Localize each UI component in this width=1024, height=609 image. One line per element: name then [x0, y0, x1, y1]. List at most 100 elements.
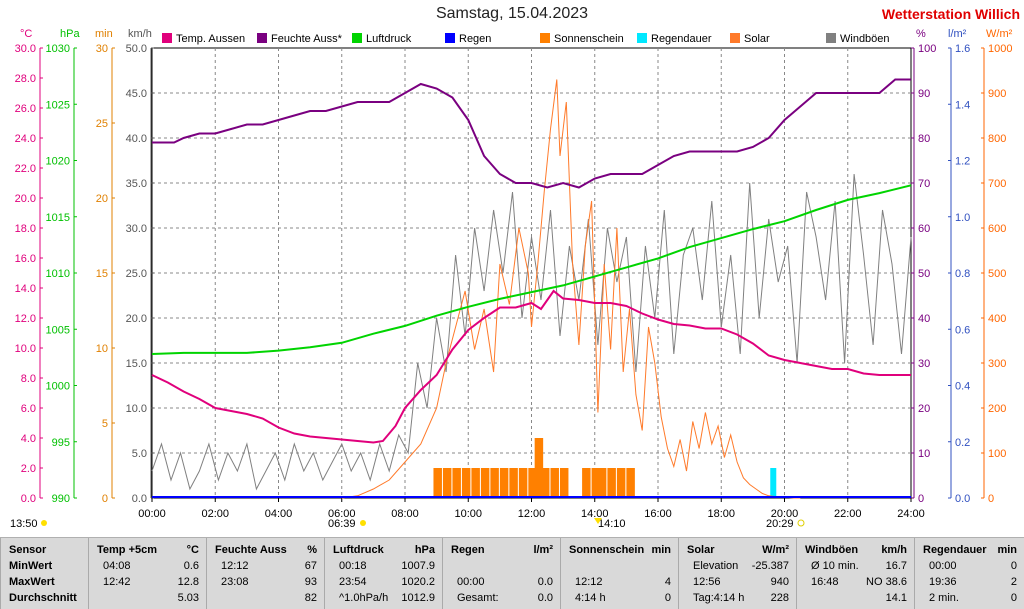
temp-tick-label: 2.0: [21, 463, 36, 475]
cell-time: 23:54: [339, 576, 367, 588]
solar-series-line: [341, 79, 801, 499]
legend-swatch: [162, 33, 172, 43]
sunmin-tick-label: 30: [96, 43, 108, 55]
table-row: 19:36 2: [915, 574, 1024, 590]
table-row: 82: [207, 590, 325, 606]
cell-value: 0: [1010, 592, 1017, 604]
table-header-cell: Solar W/m²: [679, 542, 797, 558]
wind-tick-label: 20.0: [126, 313, 147, 325]
rain-tick-label: 0.2: [955, 437, 970, 449]
header-unit: l/m²: [533, 544, 553, 556]
solar-tick-label: 200: [988, 403, 1006, 415]
table-column: Sonnenschein min 12:12 4 4:14 h 0: [560, 538, 679, 609]
table-row: 12:56 940: [679, 574, 797, 590]
table-row: 16:48 NO 38.6: [797, 574, 915, 590]
noon-label: 14:10: [598, 518, 626, 530]
cell-value: 0: [664, 592, 671, 604]
temp-tick-label: 26.0: [15, 103, 36, 115]
temp-tick-label: 24.0: [15, 133, 36, 145]
row-label: MaxWert: [9, 576, 55, 588]
rain-tick-label: 1.0: [955, 212, 970, 224]
time-tick-label: 20:00: [771, 508, 799, 520]
pressure-tick-label: 1025: [46, 99, 70, 111]
table-row: 04:08 0.6: [89, 558, 207, 574]
header-name: Luftdruck: [333, 544, 384, 556]
page-title: Samstag, 15.04.2023: [435, 5, 589, 22]
rain-tick-label: 1.2: [955, 156, 970, 168]
sunrise-label: 06:39: [328, 518, 356, 530]
table-row: 5.03: [89, 590, 207, 606]
row-label: Durchschnitt: [9, 592, 77, 604]
temp-axis-unit: °C: [20, 28, 32, 40]
cell-time: 12:56: [693, 576, 721, 588]
sunmin-tick-label: 25: [96, 118, 108, 130]
solar-tick-label: 700: [988, 178, 1006, 190]
temp-tick-label: 18.0: [15, 223, 36, 235]
header-name: Sensor: [9, 544, 47, 556]
cell-value: 0.6: [183, 560, 199, 572]
time-tick-label: 06:00: [328, 508, 356, 520]
header-unit: %: [307, 544, 317, 556]
solar-tick-label: 400: [988, 313, 1006, 325]
table-column: Windböen km/h Ø 10 min. 16.7 16:48 NO 38.6 14.…: [796, 538, 915, 609]
sunshine-bar: [559, 468, 569, 498]
solar-tick-label: 1000: [988, 43, 1012, 55]
temp-tick-label: 10.0: [15, 343, 36, 355]
sunshine-bar: [452, 468, 461, 498]
humid-tick-label: 40: [918, 313, 930, 325]
table-column: Regen l/m² 00:00 0.0 Gesamt: 0.0: [442, 538, 561, 609]
wind-tick-label: 30.0: [126, 223, 147, 235]
legend-label: Temp. Aussen: [176, 33, 245, 45]
legend-swatch: [257, 33, 267, 43]
table-header-cell: Regendauer min: [915, 542, 1024, 558]
header-unit: km/h: [881, 544, 907, 556]
humid-tick-label: 10: [918, 448, 930, 460]
wind-axis-unit: km/h: [128, 28, 152, 40]
cell-value: 1020.2: [401, 576, 435, 588]
table-column: Temp +5cm °C 04:08 0.6 12:42 12.8 5.03: [88, 538, 207, 609]
sunmin-axis-unit: min: [95, 28, 113, 40]
sunshine-bar: [540, 468, 550, 498]
sunshine-bar: [626, 468, 635, 498]
table-header-cell: Regen l/m²: [443, 542, 561, 558]
table-column: Luftdruck hPa 00:18 1007.9 23:54 1020.2 ^1.0hP…: [324, 538, 443, 609]
wind-tick-label: 5.0: [132, 448, 147, 460]
cell-time: 00:18: [339, 560, 367, 572]
temp-tick-label: 16.0: [15, 253, 36, 265]
sunmin-tick-label: 20: [96, 193, 108, 205]
cell-time: 00:00: [457, 576, 485, 588]
legend-label: Regendauer: [651, 33, 712, 45]
cell-value: 1007.9: [401, 560, 435, 572]
wind-tick-label: 25.0: [126, 268, 147, 280]
weather-chart: 0.0 2.0 4.0 6.0 8.0 10.0 12.0 14.0 16.0 18.0 20.0 2…: [10, 28, 1013, 530]
cell-time: 2 min.: [929, 592, 959, 604]
temp-tick-label: 14.0: [15, 283, 36, 295]
temp-tick-label: 22.0: [15, 163, 36, 175]
cell-time: Tag:4:14 h: [693, 592, 745, 604]
table-row: 00:00 0.0: [443, 574, 561, 590]
sunshine-bar: [550, 468, 559, 498]
cell-value: 228: [770, 592, 789, 604]
legend-swatch: [445, 33, 455, 43]
humid-tick-label: 30: [918, 358, 930, 370]
solar-tick-label: 500: [988, 268, 1006, 280]
cell-time: Ø 10 min.: [811, 560, 859, 572]
sunshine-bar: [480, 468, 490, 498]
cell-value: 4: [664, 576, 671, 588]
header-unit: hPa: [414, 544, 435, 556]
table-row: 12:42 12.8: [89, 574, 207, 590]
sunshine-bar: [616, 468, 626, 498]
table-row: 4:14 h 0: [561, 590, 679, 606]
sunshine-bar: [591, 468, 601, 498]
cell-value: -25.387: [751, 560, 789, 572]
table-row: 00:18 1007.9: [325, 558, 443, 574]
legend-swatch: [540, 33, 550, 43]
wind-tick-label: 45.0: [126, 88, 147, 100]
pressure-series-line: [151, 184, 912, 355]
cell-time: ^1.0hPa/h: [339, 592, 389, 604]
statistics-table: Sensor MinWert MaxWert Durchschnitt Temp +5c…: [0, 537, 1024, 609]
cell-value: 2: [1010, 576, 1017, 588]
pressure-tick-label: 1015: [46, 212, 70, 224]
pressure-tick-label: 990: [52, 493, 70, 505]
rain-tick-label: 1.6: [955, 43, 970, 55]
